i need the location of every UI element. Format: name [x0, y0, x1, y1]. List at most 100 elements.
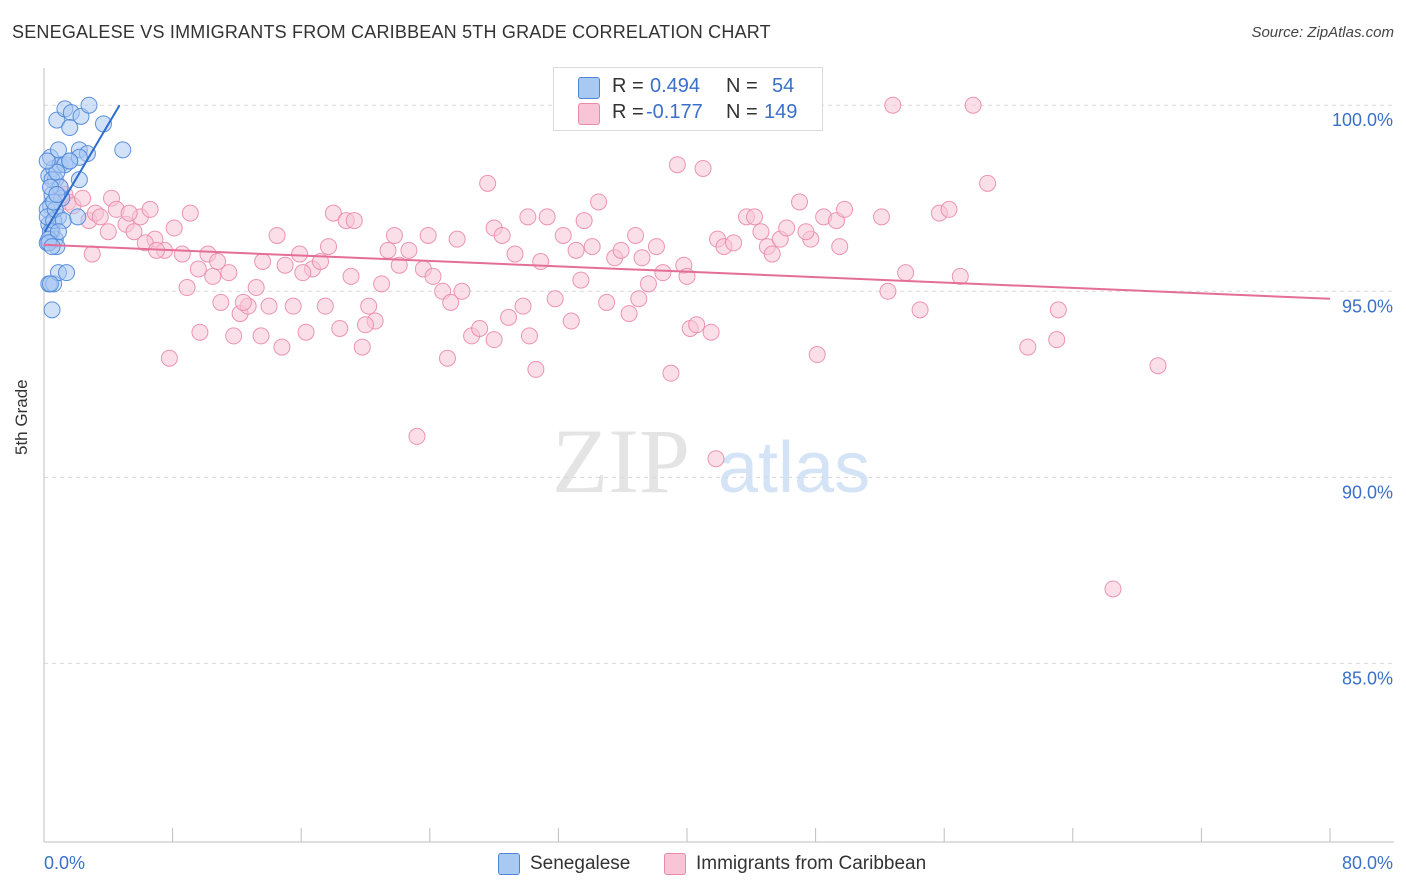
data-point: [647, 238, 665, 256]
data-point: [390, 256, 408, 274]
data-point: [485, 331, 503, 349]
data-point: [268, 226, 286, 244]
data-point: [448, 230, 466, 248]
data-point: [873, 208, 891, 226]
data-point: [83, 245, 101, 263]
data-point: [506, 245, 524, 263]
data-point: [291, 245, 309, 263]
data-point: [43, 301, 61, 319]
data-point: [554, 226, 572, 244]
data-point: [453, 282, 471, 300]
data-point: [99, 223, 117, 241]
n-label: N =: [726, 75, 758, 97]
data-point: [752, 223, 770, 241]
data-point: [575, 212, 593, 230]
data-point: [173, 245, 191, 263]
data-point: [41, 275, 59, 293]
data-point: [725, 234, 743, 252]
data-point: [38, 152, 56, 170]
watermark-atlas: atlas: [718, 428, 870, 508]
trend-lines: [43, 104, 1331, 300]
data-point: [424, 267, 442, 285]
data-point: [373, 275, 391, 293]
data-point: [702, 323, 720, 341]
stats-row-senegalese: R = 0.494 N = 54: [554, 74, 822, 100]
data-point: [61, 119, 79, 137]
y-tick-label: 85.0%: [1342, 668, 1393, 688]
data-point: [58, 264, 76, 282]
data-point: [598, 293, 616, 311]
data-point: [297, 323, 315, 341]
grid-lines: [44, 104, 1394, 664]
data-point: [612, 241, 630, 259]
n-value: 54: [772, 75, 795, 97]
data-point: [91, 208, 109, 226]
data-point: [791, 193, 809, 211]
data-point: [654, 264, 672, 282]
x-tick-label-max: 80.0%: [1342, 853, 1393, 873]
data-point: [707, 450, 725, 468]
data-point: [342, 267, 360, 285]
data-point: [1048, 331, 1066, 349]
data-point: [630, 290, 648, 308]
caribbean-swatch: [664, 853, 686, 875]
data-point: [797, 223, 815, 241]
data-point: [61, 152, 79, 170]
data-point: [49, 223, 67, 241]
data-point: [620, 305, 638, 323]
series-legend: Senegalese Immigrants from Caribbean: [0, 852, 1406, 878]
data-point: [831, 238, 849, 256]
data-point: [316, 297, 334, 315]
data-point: [273, 338, 291, 356]
data-point: [884, 96, 902, 114]
data-point: [234, 293, 252, 311]
data-point: [500, 308, 518, 326]
data-point: [897, 264, 915, 282]
n-value: 149: [764, 101, 798, 123]
y-tick-label: 95.0%: [1342, 296, 1393, 316]
r-value: 0.494: [650, 75, 701, 97]
data-point: [808, 346, 826, 364]
data-point: [519, 208, 537, 226]
data-point: [746, 208, 764, 226]
data-point: [583, 238, 601, 256]
data-point: [331, 319, 349, 337]
data-point: [43, 238, 61, 256]
data-point: [567, 241, 585, 259]
data-point: [209, 253, 227, 270]
data-point: [49, 141, 67, 159]
y-tick-label: 100.0%: [1332, 110, 1393, 130]
data-point: [357, 316, 374, 334]
data-point: [48, 186, 66, 204]
y-tick-label: 90.0%: [1342, 482, 1393, 502]
data-point: [80, 96, 98, 114]
n-label: N =: [726, 101, 758, 123]
data-point: [220, 264, 238, 282]
data-point: [527, 360, 545, 378]
data-point: [1149, 357, 1167, 375]
data-point: [879, 282, 897, 300]
data-point: [360, 297, 378, 315]
data-point: [225, 327, 243, 345]
watermark: ZIP atlas: [552, 410, 870, 512]
data-point: [836, 200, 854, 218]
data-point: [1019, 338, 1037, 356]
data-point: [178, 279, 196, 297]
data-point: [668, 156, 686, 174]
data-point: [964, 96, 982, 114]
r-value: -0.177: [646, 101, 703, 123]
data-point: [125, 223, 143, 241]
data-point: [252, 327, 270, 345]
data-point: [379, 241, 397, 259]
data-point: [385, 226, 403, 244]
data-point: [538, 208, 556, 226]
data-point: [114, 141, 132, 159]
data-point: [442, 293, 460, 311]
data-point: [778, 219, 796, 237]
data-point: [353, 338, 371, 356]
data-point: [911, 301, 929, 319]
data-point: [520, 327, 538, 345]
data-point: [639, 275, 657, 293]
senegalese-swatch: [578, 77, 600, 99]
data-point: [940, 200, 958, 218]
